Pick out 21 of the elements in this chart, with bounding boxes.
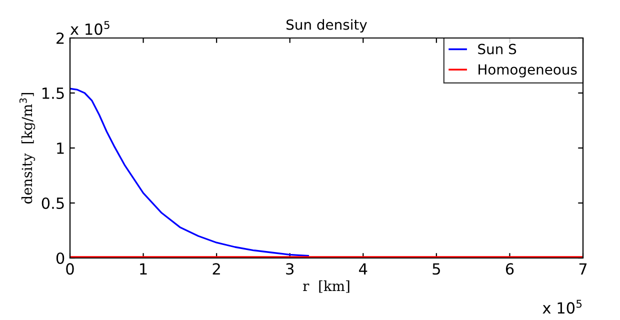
y-tick-label: 1.5 (42, 88, 64, 100)
x-tick-label: 4 (359, 263, 368, 274)
chart-title: Sun density (286, 19, 367, 33)
x-tick-label: 0 (66, 263, 74, 275)
x-tick-label: 1 (140, 263, 147, 274)
x-tick-label: 7 (579, 263, 587, 274)
x-tick-label: 2 (212, 263, 220, 274)
y-tick-label: 0 (56, 252, 64, 264)
y-axis-title: density [kg/m$^{3}$] (19, 92, 36, 204)
x-tick-label: 5 (432, 263, 440, 275)
legend-label: Homogeneous (478, 64, 577, 78)
x-axis-title: r [km] (303, 280, 350, 293)
line-series (70, 88, 310, 257)
text: x 10$^{5}$ (542, 300, 582, 314)
text: x 10$^{5}$ (70, 21, 110, 35)
y-tick-label: 0.5 (42, 197, 64, 210)
x-tick-label: 3 (286, 263, 294, 275)
y-tick-label: 2 (56, 32, 64, 44)
x-tick-label: 6 (506, 263, 514, 275)
legend-label: Sun S (478, 44, 516, 54)
y-tick-label: 1 (57, 142, 64, 154)
